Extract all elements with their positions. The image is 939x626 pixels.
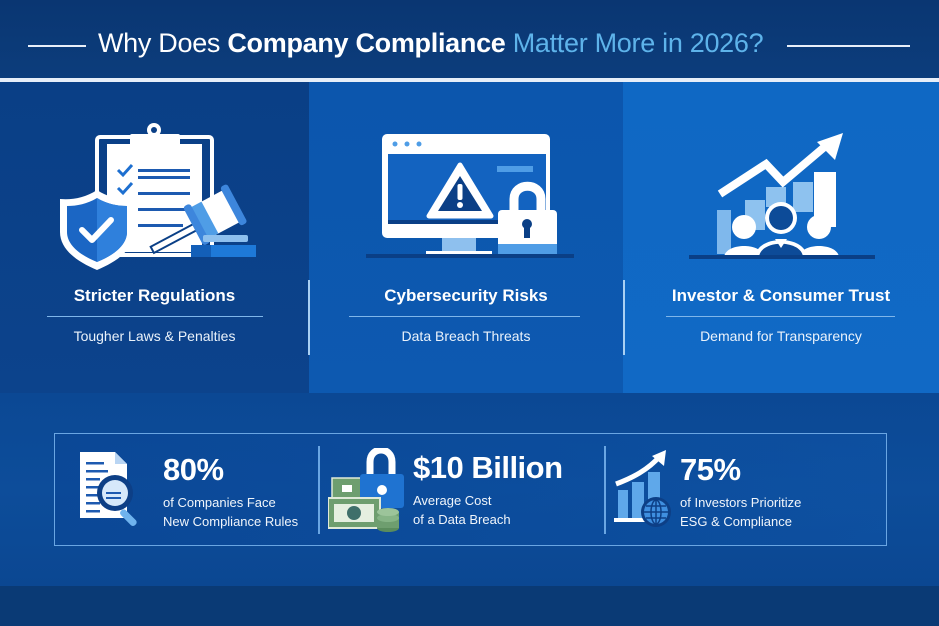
growth-chart-people-icon: [689, 133, 875, 259]
stat-line-2: of a Data Breach: [413, 512, 511, 527]
page-title: Why Does Company Compliance Matter More …: [98, 28, 764, 59]
panel-underline: [349, 316, 580, 317]
document-magnifier-icon: [80, 452, 137, 526]
stat-value: 75%: [680, 452, 741, 487]
reasons-panels: Stricter Regulations Tougher Laws & Pena…: [0, 82, 939, 393]
title-highlight: Matter More in 2026?: [505, 28, 764, 58]
header-banner: Why Does Company Compliance Matter More …: [0, 0, 939, 78]
stat-divider: [318, 446, 320, 534]
panel-divider: [308, 280, 310, 355]
stat-data-breach-cost: $10 Billion Average Cost of a Data Breac…: [320, 434, 605, 544]
stat-line-1: Average Cost: [413, 493, 492, 508]
stat-line-1: of Investors Prioritize: [680, 495, 802, 510]
panel-subtitle: Data Breach Threats: [401, 328, 531, 344]
title-bold: Company Compliance: [227, 28, 506, 58]
title-rule-left: [28, 45, 86, 47]
stat-companies-compliance: 80% of Companies Face New Compliance Rul…: [55, 434, 320, 544]
stats-box: 80% of Companies Face New Compliance Rul…: [54, 433, 887, 546]
stat-line-2: ESG & Compliance: [680, 514, 792, 529]
stat-value: 80%: [163, 452, 224, 487]
panel-title: Cybersecurity Risks: [384, 286, 548, 305]
stat-line-2: New Compliance Rules: [163, 514, 299, 529]
panel-title: Stricter Regulations: [73, 286, 236, 305]
monitor-warning-lock-icon: [366, 134, 574, 258]
clipboard-shield-gavel-icon: [60, 123, 256, 270]
stat-line-1: of Companies Face: [163, 495, 276, 510]
panel-title: Investor & Consumer Trust: [671, 286, 891, 305]
panel-underline: [47, 316, 263, 317]
stat-value: $10 Billion: [413, 450, 563, 485]
panel-stricter-regulations: Stricter Regulations Tougher Laws & Pena…: [0, 82, 309, 393]
panel-investor-consumer-trust: Investor & Consumer Trust Demand for Tra…: [623, 82, 939, 393]
footer-band: [0, 586, 939, 626]
title-rule-right: [787, 45, 910, 47]
stat-investors-esg: 75% of Investors Prioritize ESG & Compli…: [606, 434, 886, 544]
stat-divider: [604, 446, 606, 534]
money-lock-coins-icon: [328, 448, 404, 532]
chart-globe-arrow-icon: [614, 450, 671, 527]
panel-subtitle: Tougher Laws & Penalties: [73, 328, 236, 344]
panel-divider: [623, 280, 625, 355]
panel-subtitle: Demand for Transparency: [700, 328, 862, 344]
header-divider: [0, 78, 939, 82]
title-plain: Why Does: [98, 28, 228, 58]
panel-underline: [666, 316, 895, 317]
panel-cybersecurity-risks: Cybersecurity Risks Data Breach Threats: [309, 82, 623, 393]
